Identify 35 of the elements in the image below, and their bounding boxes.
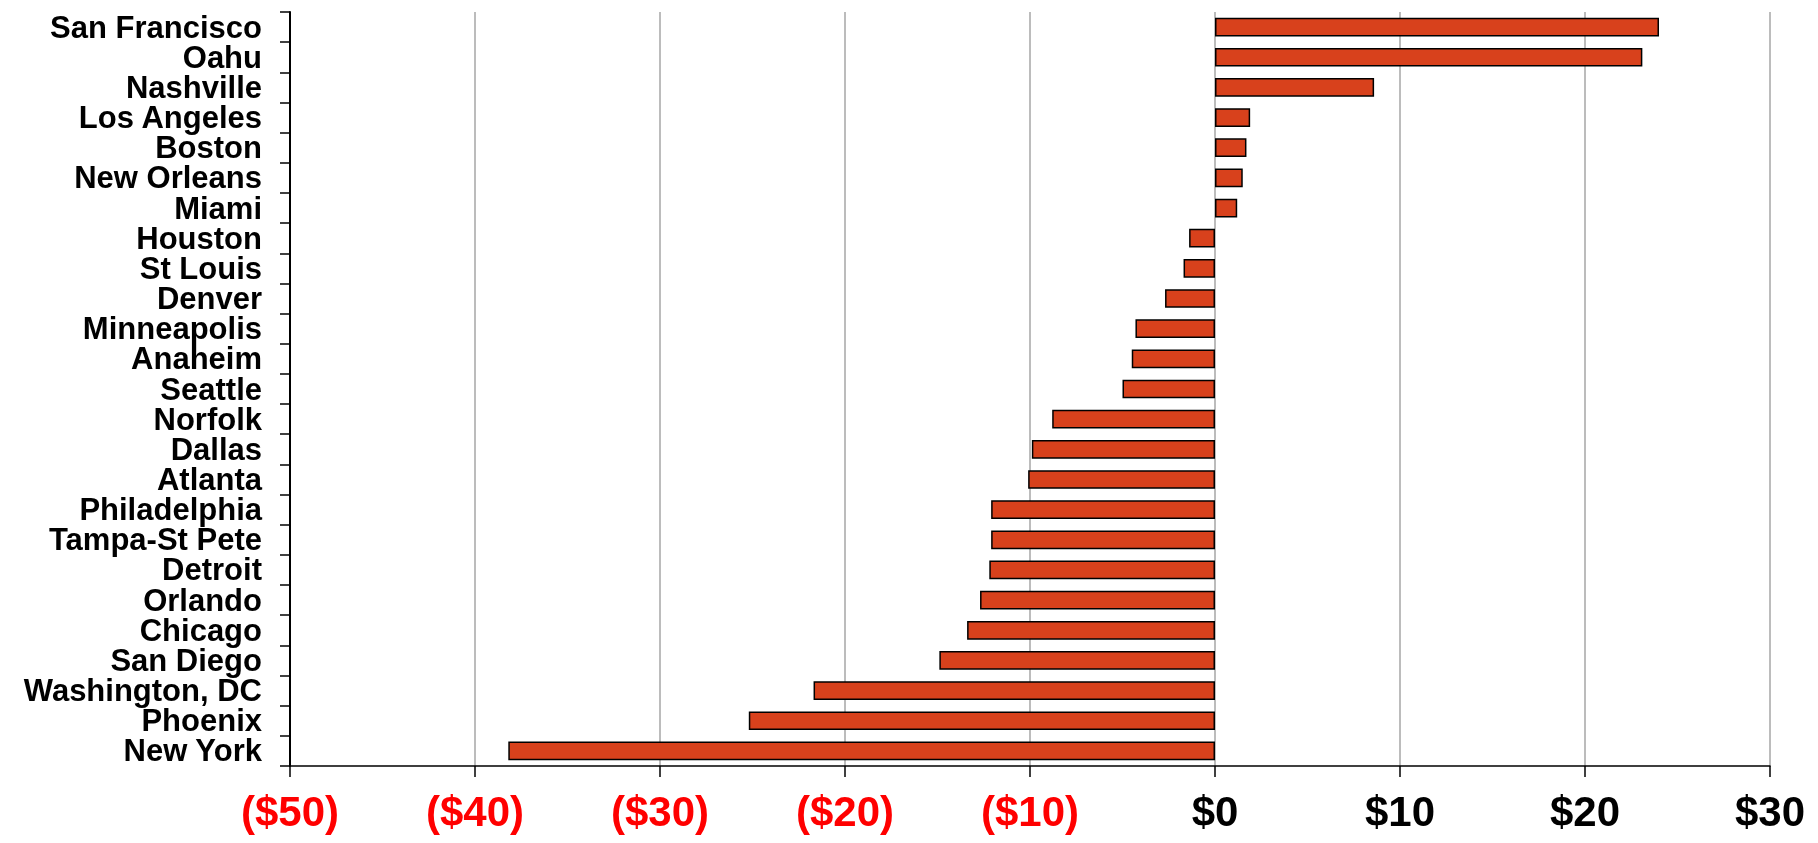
x-tick-label: ($50): [240, 787, 340, 835]
bar: [1135, 319, 1215, 339]
bar: [967, 620, 1215, 640]
bar: [1215, 17, 1659, 37]
x-tick-label: ($20): [795, 787, 895, 835]
x-tick-label: $10: [1364, 787, 1436, 835]
bar: [991, 500, 1215, 519]
bar: [1215, 198, 1238, 218]
bar: [748, 711, 1215, 731]
bar: [1189, 228, 1215, 248]
bar: [1215, 168, 1243, 188]
bar: [813, 681, 1215, 700]
y-tick-label: New York: [123, 733, 263, 769]
bar: [1215, 108, 1251, 127]
bar: [1131, 349, 1215, 369]
x-tick-label: ($40): [425, 787, 525, 835]
bar: [1122, 379, 1215, 399]
bar: [1052, 409, 1215, 429]
bar: [991, 530, 1215, 550]
bar: [1028, 470, 1215, 489]
x-tick-label: $20: [1549, 787, 1621, 835]
x-tick-label: ($30): [610, 787, 710, 835]
x-tick-label: $0: [1191, 787, 1239, 835]
bar: [1031, 439, 1215, 459]
bar: [1215, 47, 1643, 67]
x-tick-label: ($10): [980, 787, 1080, 835]
bar: [989, 560, 1215, 580]
bar: [1215, 138, 1247, 158]
x-tick-label: $30: [1734, 787, 1806, 835]
bar: [1165, 289, 1215, 308]
bar: [939, 651, 1215, 670]
bar: [508, 741, 1215, 761]
bar: [980, 590, 1215, 610]
bar: [1215, 78, 1375, 97]
bar: [1183, 259, 1215, 278]
